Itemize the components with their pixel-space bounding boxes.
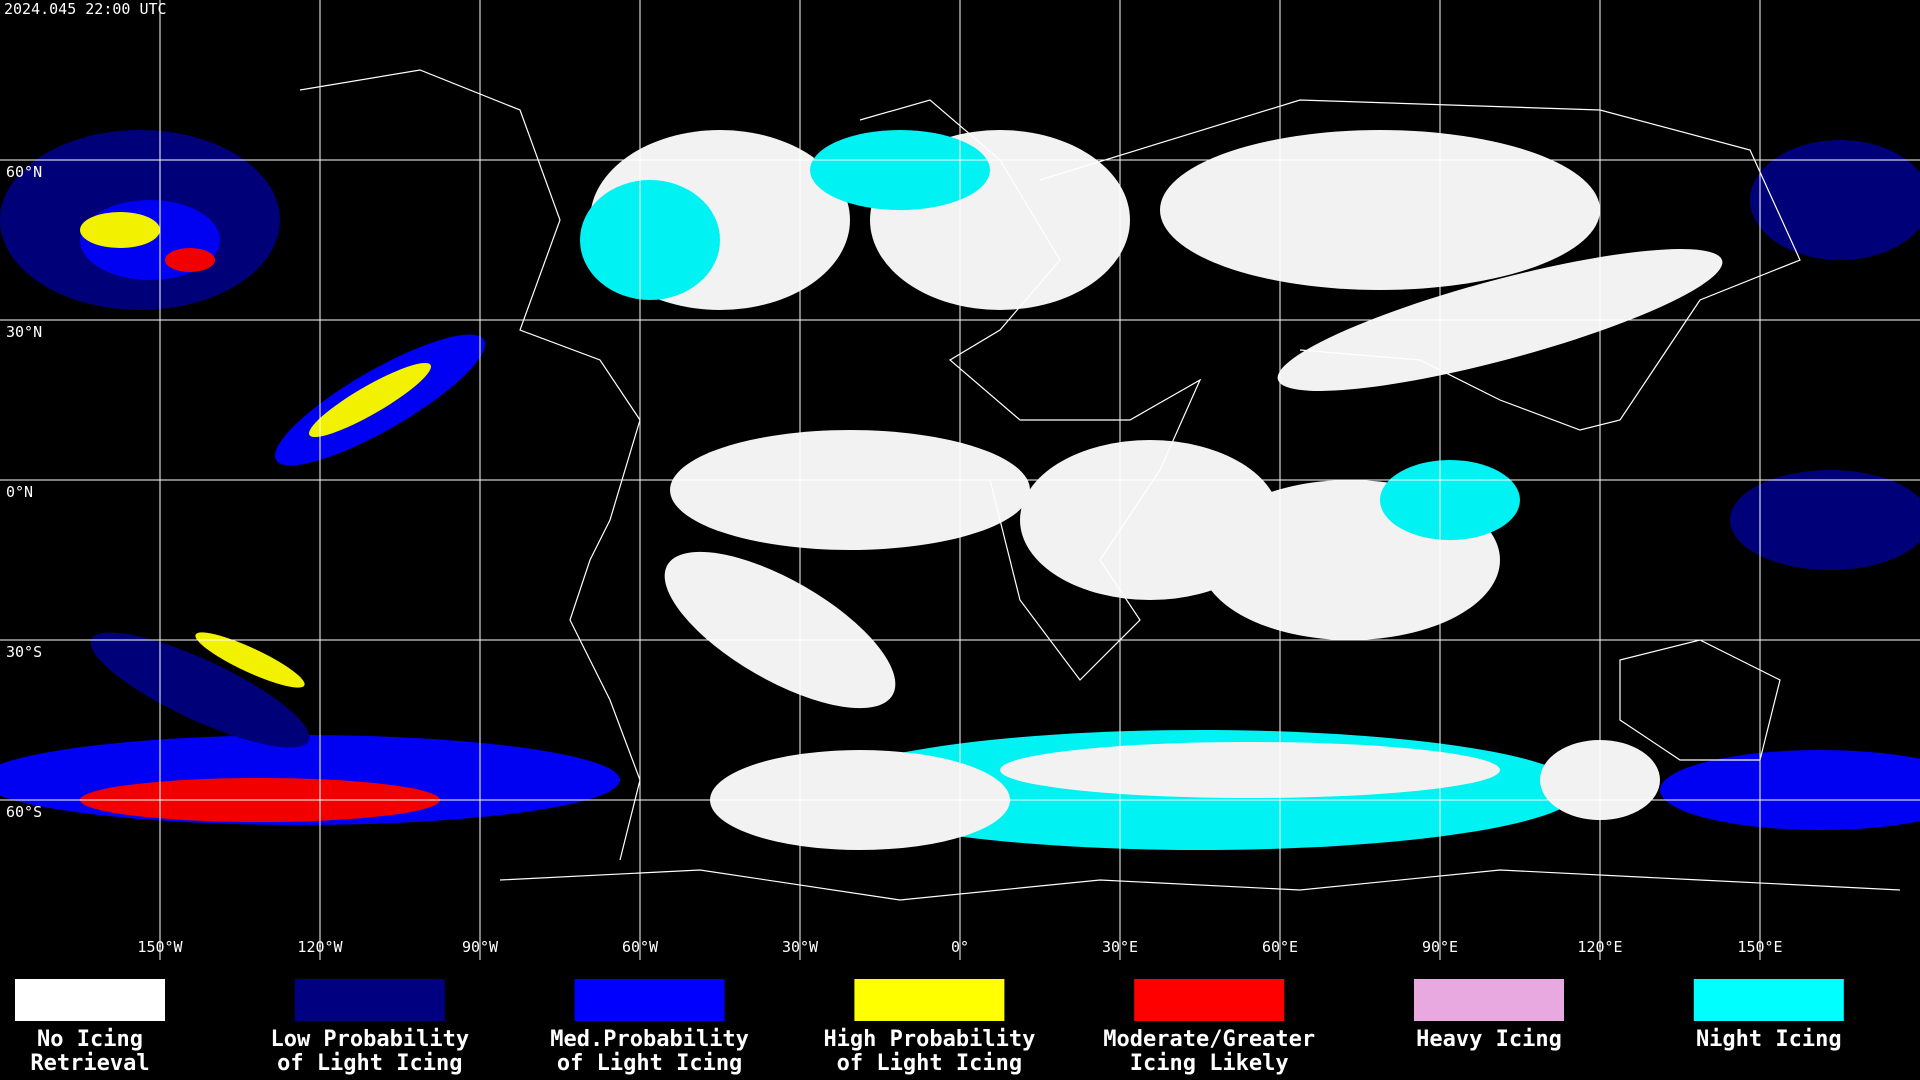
latitude-label: 30°S bbox=[6, 643, 42, 661]
legend-label: Icing Likely bbox=[1130, 1051, 1289, 1076]
legend-label: Retrieval bbox=[30, 1051, 149, 1076]
legend-label: Low Probability bbox=[270, 1027, 469, 1052]
longitude-label: 30°W bbox=[782, 938, 819, 956]
legend-swatch bbox=[1414, 979, 1564, 1021]
longitude-label: 150°W bbox=[137, 938, 183, 956]
legend-swatch bbox=[15, 979, 165, 1021]
longitude-label: 30°E bbox=[1102, 938, 1138, 956]
legend-swatch bbox=[294, 979, 445, 1021]
longitude-label: 120°E bbox=[1577, 938, 1622, 956]
latitude-label: 30°N bbox=[6, 323, 42, 341]
latitude-label: 60°N bbox=[6, 163, 42, 181]
legend-label: No Icing bbox=[37, 1027, 143, 1052]
legend-label: Heavy Icing bbox=[1416, 1027, 1562, 1052]
legend-swatch bbox=[1134, 979, 1285, 1021]
longitude-label: 60°W bbox=[622, 938, 659, 956]
legend-label: of Light Icing bbox=[277, 1051, 462, 1076]
latitude-label: 60°S bbox=[6, 803, 42, 821]
legend-label: High Probability bbox=[823, 1027, 1035, 1052]
legend-label: Med.Probability bbox=[550, 1027, 749, 1052]
timestamp: 2024.045 22:00 UTC bbox=[4, 0, 167, 18]
longitude-label: 150°E bbox=[1737, 938, 1782, 956]
longitude-label: 60°E bbox=[1262, 938, 1298, 956]
legend-label: Moderate/Greater bbox=[1103, 1027, 1315, 1052]
legend-swatch bbox=[854, 979, 1005, 1021]
longitude-label: 90°E bbox=[1422, 938, 1458, 956]
legend-swatch bbox=[1693, 979, 1844, 1021]
legend-label: of Light Icing bbox=[557, 1051, 742, 1076]
legend-label: of Light Icing bbox=[837, 1051, 1022, 1076]
latitude-label: 0°N bbox=[6, 483, 33, 501]
graticule: 60°N 30°N 0°N 30°S 60°S 150°W 120°W 90°W 60°W 30°… bbox=[0, 0, 1920, 960]
longitude-label: 120°W bbox=[297, 938, 343, 956]
longitude-label: 0° bbox=[951, 938, 969, 956]
legend-swatch bbox=[574, 979, 725, 1021]
longitude-label: 90°W bbox=[462, 938, 499, 956]
legend-label: Night Icing bbox=[1696, 1027, 1842, 1052]
